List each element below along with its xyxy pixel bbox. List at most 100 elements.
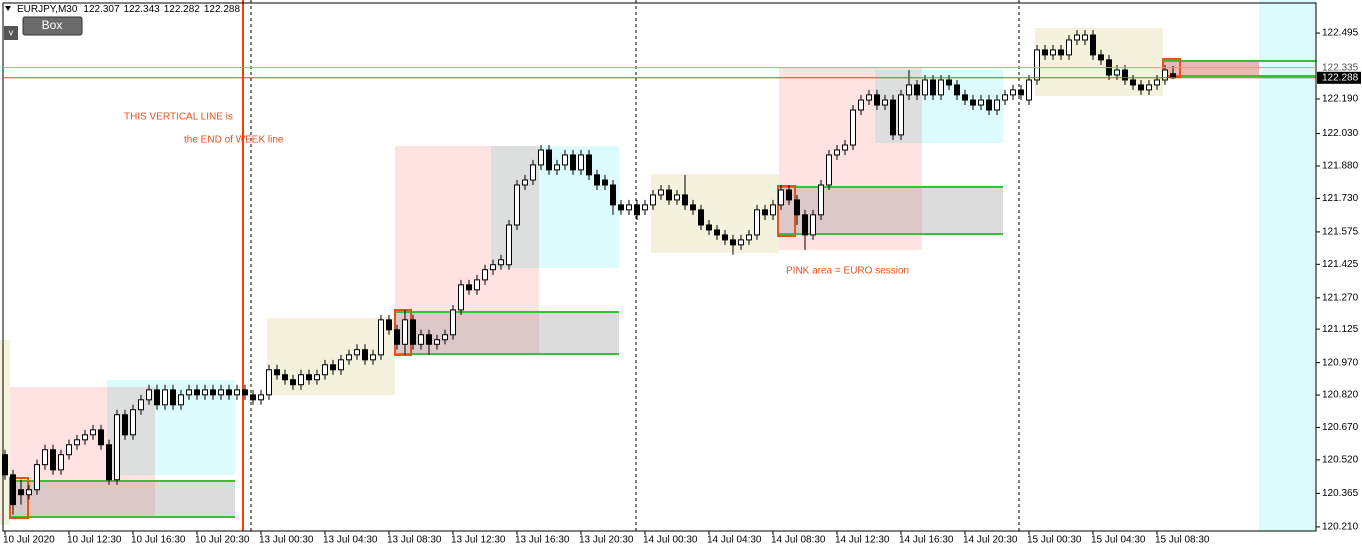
candle-body-up [514,184,520,226]
candle-body-up [66,444,72,456]
y-tick-label: 122.030 [1322,128,1359,139]
x-tick-label: 10 Jul 16:30 [131,535,186,546]
y-tick-label: 120.820 [1322,390,1359,401]
candle-body-down [170,389,176,406]
candle-body-up [218,389,224,396]
candle-body-up [130,409,136,436]
candle-body-down [362,349,368,361]
candle-body-down [690,204,696,211]
candle-body-down [274,369,280,376]
x-tick-label: 14 Jul 16:30 [899,535,954,546]
candle-body-down [386,319,392,331]
candle-body-down [970,99,976,106]
y-tick-label: 120.970 [1322,357,1359,368]
candle-body-up [490,264,496,271]
candle-body-down [634,204,640,216]
candle-body-up [1026,79,1032,101]
candle-body-up [842,144,848,151]
candle-body-up [898,94,904,136]
candle-body-down [1130,79,1136,86]
candle-body-down [618,204,624,211]
candle-body-up [770,204,776,216]
candle-body-down [930,79,936,96]
candle-body-up [938,79,944,96]
candle-body-down [1058,49,1064,56]
bid-label: 122.288 [1322,72,1359,83]
candle-body-down [954,84,960,96]
box-button-label[interactable]: Box [42,18,63,32]
candle-body-up [1154,79,1160,86]
menu-toggle-button[interactable] [4,26,18,40]
candle-body-up [674,194,680,201]
candle-body-up [378,319,384,356]
candle-body-up [818,184,824,216]
candle-body-up [826,154,832,186]
plot-frame [2,2,1317,532]
candle-body-down [762,209,768,216]
candle-body-up [234,389,240,396]
candle-body-up [74,439,80,446]
candle-body-up [258,394,264,401]
future-box [1259,0,1316,531]
y-tick-label: 120.365 [1322,488,1359,499]
candle-body-up [346,354,352,361]
candle-body-up [186,389,192,396]
candle-body-down [394,329,400,345]
candle-body-down [546,149,552,171]
menu-toggle[interactable]: v [4,26,18,40]
menu-toggle-label[interactable]: v [9,27,14,37]
candle-body-up [834,149,840,156]
candle-body-down [50,449,56,471]
candle-body-down [210,389,216,396]
open-price: 122.307 [83,4,120,15]
candle-body-down [18,489,24,496]
candle-body-up [402,319,408,345]
x-tick-label: 13 Jul 04:30 [323,535,378,546]
candle-body-down [570,154,576,171]
box-button[interactable]: Box [22,16,83,36]
candle-body-up [1066,39,1072,56]
candle-body-up [90,429,96,436]
candle-body-up [498,259,504,266]
candles [2,30,1176,515]
candle-body-down [466,284,472,291]
symbol-menu-arrow[interactable] [5,6,11,11]
candle-body-up [1050,49,1056,56]
candle-body-down [722,234,728,241]
candle-body-down [986,99,992,111]
candle-body-down [226,389,232,396]
candle-body-up [1146,84,1152,91]
x-tick-label: 13 Jul 16:30 [515,535,570,546]
annotation: the END of WEEK line [184,135,284,146]
candle-body-down [242,389,248,396]
candle-body-up [978,99,984,106]
candle-body-up [298,374,304,386]
candle-body-up [1074,34,1080,41]
candle-body-down [1042,49,1048,56]
candle-body-up [442,334,448,341]
candle-body-up [314,374,320,381]
y-tick-label: 122.495 [1322,28,1359,39]
box-button-body[interactable] [22,16,83,36]
candle-body-up [26,489,32,496]
x-tick-label: 14 Jul 00:30 [643,535,698,546]
candle-body-down [602,179,608,186]
candle-body-up [538,149,544,166]
x-tick-label: 10 Jul 20:30 [195,535,250,546]
symbol: EURJPY,M30 [17,4,78,15]
candle-body-up [506,224,512,266]
candle-body-down [410,319,416,345]
candle-body-down [1138,84,1144,91]
y-tick-label: 122.190 [1322,94,1359,105]
candle-body-down [946,79,952,86]
candle-body-down [794,199,800,216]
candle-body-up [1002,94,1008,101]
candle-body-up [82,434,88,441]
candle-body-down [10,474,16,506]
session-boxes [0,0,1316,531]
candle-body-down [1122,69,1128,81]
candle-body-up [202,389,208,396]
candle-body-up [738,239,744,246]
x-tick-label: 13 Jul 00:30 [259,535,314,546]
